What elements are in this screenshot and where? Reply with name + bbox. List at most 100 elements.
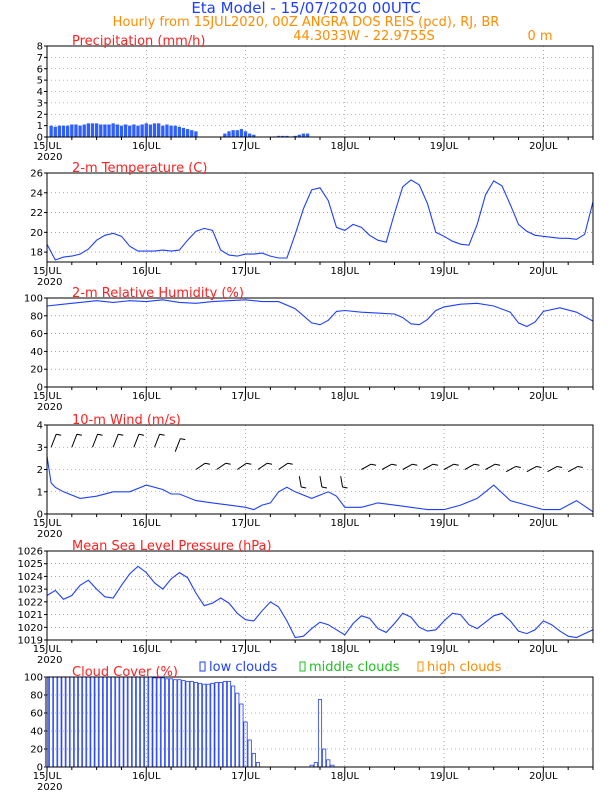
- y-tick-label: 1019: [18, 636, 43, 647]
- y-tick-label: 1026: [18, 547, 43, 558]
- y-tick-label: 0: [37, 133, 43, 144]
- wind-barb: [298, 476, 302, 488]
- cloud-bar: [313, 762, 318, 768]
- precip-bar: [177, 126, 182, 137]
- wind-barb: [340, 476, 344, 488]
- wind-barb: [485, 463, 496, 470]
- precip-bar: [86, 123, 91, 137]
- plot-frame: [46, 550, 594, 641]
- precip-bar: [157, 123, 161, 137]
- cloud-bar: [131, 676, 136, 768]
- cloud-bar: [239, 703, 244, 768]
- series-line: [46, 456, 594, 513]
- series-line: [46, 565, 594, 639]
- x-tick-label: 17JUL: [231, 391, 260, 402]
- precip-bar: [78, 125, 82, 137]
- x-tick-label: 18JUL: [331, 771, 360, 782]
- wind-barb-flag: [204, 462, 211, 465]
- cloud-bar: [173, 679, 178, 768]
- cloud-bar: [98, 676, 103, 768]
- precip-bar: [152, 123, 157, 137]
- legend-item: high clouds: [417, 660, 502, 675]
- cloud-bar: [119, 676, 124, 768]
- x-tick-label: 19JUL: [430, 266, 459, 277]
- wind-barb: [505, 466, 517, 473]
- precip-bar: [140, 124, 144, 137]
- y-tick-label: 80: [30, 691, 43, 702]
- cloud-bar: [148, 676, 153, 768]
- wind-barb-flag: [577, 465, 583, 468]
- precip-bar: [235, 130, 239, 137]
- plot-frame: [46, 172, 594, 263]
- x-tick-label: 16JUL: [132, 644, 161, 655]
- cloud-bar: [231, 685, 236, 768]
- x-tick-label: 15JUL: [33, 644, 62, 655]
- legend-item: middle clouds: [299, 660, 400, 675]
- wind-barb-flag: [76, 433, 82, 436]
- precip-bar: [248, 133, 252, 137]
- x-tick-label: 19JUL: [430, 518, 459, 529]
- panel-title: 2-m Temperature (C): [72, 161, 207, 176]
- precip-bar: [181, 127, 186, 137]
- y-tick-label: 18: [30, 248, 43, 259]
- cloud-bar: [82, 676, 87, 768]
- panel-title: Cloud Cover (%): [72, 665, 178, 680]
- cloud-bar: [164, 678, 170, 768]
- y-tick-label: 80: [30, 311, 43, 322]
- cloud-bar: [135, 676, 141, 768]
- wind-barb: [92, 434, 99, 448]
- x-tick-label: 17JUL: [231, 644, 260, 655]
- y-tick-label: 0: [37, 510, 43, 521]
- x-tick-label: 15JUL: [33, 518, 62, 529]
- y-tick-label: 1021: [18, 610, 43, 621]
- panel-title: Mean Sea Level Pressure (hPa): [72, 539, 272, 554]
- precip-bar: [285, 135, 289, 137]
- panel-4: 0 1 2 3 4 15JUL 16JUL 17JUL 18JUL 19JUL 20JUL 2020 1…: [33, 413, 594, 540]
- y-tick-label: 100: [24, 294, 43, 305]
- x-year-label: 2020: [37, 277, 62, 288]
- y-tick-label: 0: [37, 763, 43, 774]
- panel-title: Precipitation (mm/h): [72, 34, 205, 49]
- cloud-bar: [189, 681, 194, 768]
- x-year-label: 2020: [37, 655, 62, 666]
- precip-bar: [90, 123, 95, 137]
- cloud-bar: [78, 676, 83, 768]
- wind-barb: [133, 434, 140, 448]
- y-tick-label: 60: [30, 709, 43, 720]
- station-elevation: 0 m: [527, 29, 552, 44]
- x-year-label: 2020: [37, 402, 62, 413]
- x-tick-label: 16JUL: [132, 391, 161, 402]
- wind-barb-flag: [515, 465, 521, 468]
- y-tick-label: 0: [37, 383, 43, 394]
- plot-frame: [46, 297, 594, 388]
- wind-barb: [257, 462, 268, 470]
- wind-barb: [567, 466, 579, 473]
- y-tick-label: 1024: [18, 572, 43, 583]
- wind-barb: [443, 463, 454, 470]
- wind-barb: [195, 462, 206, 470]
- cloud-bar: [102, 676, 107, 768]
- x-tick-label: 16JUL: [132, 266, 161, 277]
- x-tick-label: 18JUL: [331, 391, 360, 402]
- precip-bar: [173, 125, 177, 137]
- cloud-bar: [65, 676, 70, 768]
- precip-bar: [227, 131, 231, 137]
- y-tick-label: 2: [37, 465, 43, 476]
- y-tick-label: 2: [37, 110, 43, 121]
- cloud-bar: [247, 739, 252, 768]
- wind-barb: [216, 462, 226, 470]
- wind-barb-flag: [97, 433, 103, 436]
- x-tick-label: 19JUL: [430, 644, 459, 655]
- wind-barb-flag: [370, 463, 377, 466]
- precip-bar: [148, 124, 153, 137]
- cloud-bar: [185, 681, 190, 768]
- y-tick-label: 1: [37, 121, 43, 132]
- y-tick-label: 7: [37, 53, 43, 64]
- x-tick-label: 18JUL: [331, 518, 360, 529]
- cloud-bar: [123, 676, 128, 768]
- cloud-bar: [251, 753, 256, 768]
